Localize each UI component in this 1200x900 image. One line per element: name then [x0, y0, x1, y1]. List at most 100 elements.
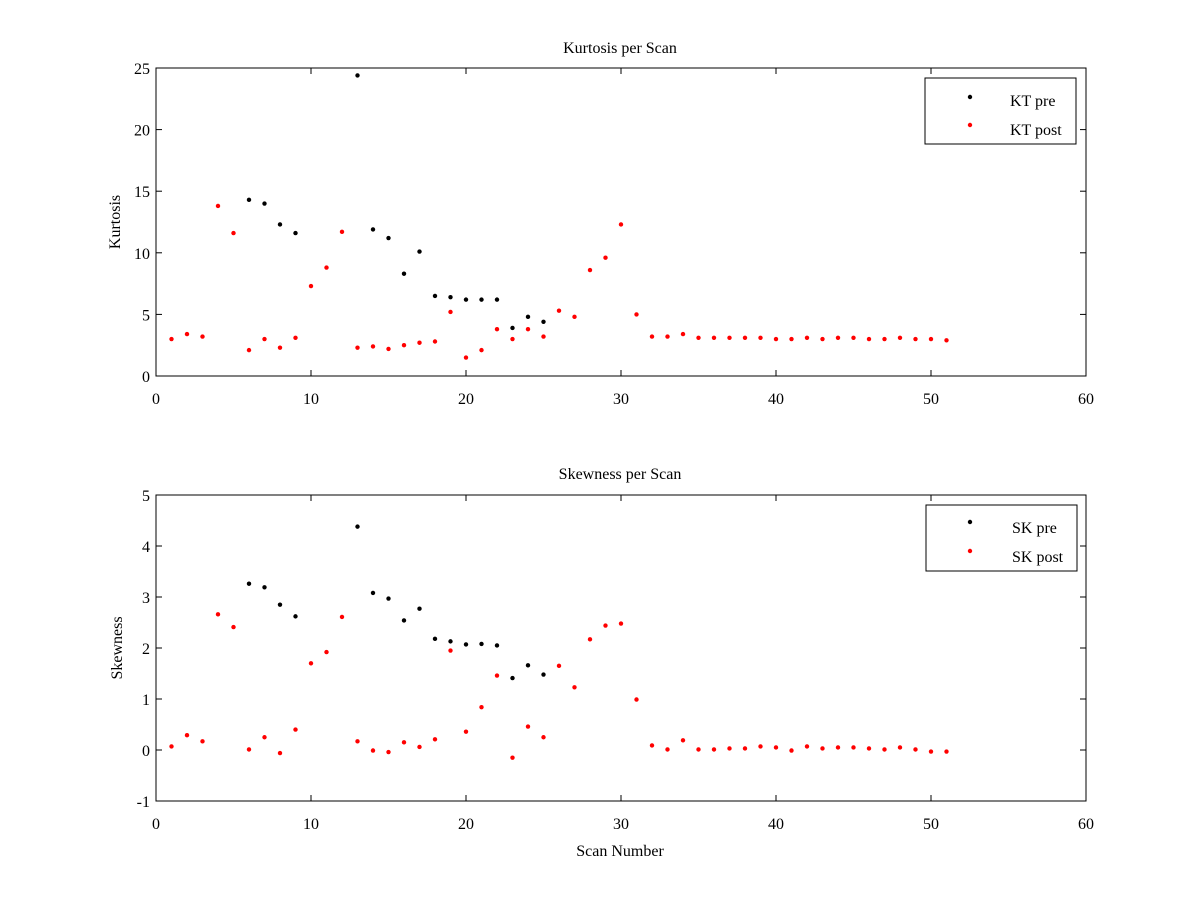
kurtosis-y-tick-label: 5 [142, 307, 150, 324]
data-point-sk-post [696, 747, 701, 752]
kurtosis-plot-title: Kurtosis per Scan [563, 40, 677, 57]
data-point-sk-pre [541, 672, 546, 677]
data-point-kt-pre [293, 230, 298, 236]
data-point-kt-post [324, 265, 329, 270]
kurtosis-legend-box [924, 77, 1077, 145]
data-point-sk-post [324, 649, 329, 655]
data-point-sk-post [541, 735, 546, 740]
data-point-sk-pre [479, 641, 484, 647]
skewness-y-tick-label: 0 [142, 743, 150, 760]
data-point-kt-post [680, 331, 686, 337]
legend-marker-kt-post [967, 122, 973, 128]
skewness-y-tick-label: 1 [142, 692, 150, 709]
data-point-kt-post [603, 255, 608, 260]
skewness-x-tick-label: 60 [1078, 816, 1094, 833]
data-point-sk-pre [277, 602, 283, 607]
data-point-kt-post [293, 335, 298, 341]
kurtosis-y-tick-label: 20 [134, 123, 150, 140]
skewness-x-tick-label: 0 [152, 816, 160, 833]
kurtosis-axes-box [155, 67, 1087, 377]
skewness-y-tick-label: 2 [142, 641, 150, 658]
data-point-sk-post [262, 735, 267, 740]
data-point-kt-post [339, 229, 345, 235]
data-point-kt-post [696, 335, 701, 341]
kurtosis-y-tick-label: 0 [142, 369, 150, 386]
data-point-kt-post [541, 334, 546, 339]
data-point-kt-post [308, 283, 314, 289]
data-point-kt-pre [370, 227, 376, 232]
data-point-kt-post [525, 326, 531, 332]
data-point-sk-post [649, 743, 655, 748]
data-point-kt-post [866, 336, 872, 342]
kurtosis-x-tick-label: 10 [303, 391, 319, 408]
data-point-sk-post [603, 623, 608, 628]
data-point-sk-post [339, 614, 345, 620]
data-point-kt-post [913, 336, 918, 342]
data-point-kt-post [711, 335, 717, 341]
kurtosis-y-tick-label: 25 [134, 61, 150, 78]
data-point-kt-post [401, 343, 407, 348]
data-point-kt-post [820, 336, 825, 342]
data-point-sk-post [897, 745, 903, 750]
data-point-sk-post [928, 749, 934, 754]
data-point-sk-pre [432, 636, 438, 642]
data-point-kt-post [215, 203, 221, 209]
data-point-kt-post [665, 334, 670, 339]
data-point-sk-post [277, 750, 283, 756]
data-point-kt-post [417, 340, 422, 345]
skewness-plot: Skewness per Scan Skewness Scan Number 0… [109, 466, 1094, 860]
data-point-kt-post [882, 336, 887, 342]
skewness-y-tick-label: -1 [137, 794, 150, 811]
data-point-sk-post [882, 747, 887, 752]
data-point-kt-pre [479, 297, 484, 302]
kurtosis-x-tick-label: 30 [613, 391, 629, 408]
data-point-sk-pre [386, 596, 391, 601]
kurtosis-x-tick-label: 0 [152, 391, 160, 408]
skewness-x-axis-label: Scan Number [576, 843, 664, 860]
kurtosis-x-tick-label: 20 [458, 391, 474, 408]
data-point-kt-pre [417, 249, 422, 254]
data-point-sk-post [789, 748, 794, 753]
data-point-sk-post [618, 621, 624, 626]
data-point-sk-pre [463, 642, 469, 647]
data-point-kt-post [262, 336, 267, 342]
data-point-sk-post [308, 661, 314, 666]
data-point-sk-post [401, 740, 407, 745]
data-point-kt-post [169, 336, 174, 342]
data-point-kt-post [200, 334, 205, 339]
data-point-kt-pre [541, 319, 546, 324]
legend-label-sk-pre: SK pre [1012, 520, 1057, 537]
data-point-kt-post [773, 336, 779, 342]
data-point-sk-pre [401, 618, 407, 623]
kurtosis-x-tick-label: 60 [1078, 391, 1094, 408]
skewness-y-tick-label: 5 [142, 488, 150, 505]
data-point-sk-post [820, 746, 825, 751]
data-point-kt-post [634, 312, 639, 317]
data-point-kt-post [804, 335, 810, 341]
data-point-kt-post [928, 336, 934, 342]
data-point-kt-pre [401, 271, 407, 276]
legend-marker-sk-pre [967, 519, 973, 525]
data-point-sk-post [355, 739, 360, 744]
data-point-sk-pre [494, 643, 500, 648]
skewness-x-tick-label: 30 [613, 816, 629, 833]
data-point-kt-pre [386, 235, 391, 241]
data-point-kt-pre [525, 314, 531, 320]
data-point-sk-post [773, 745, 779, 750]
data-point-sk-post [804, 744, 810, 749]
data-point-kt-post [789, 336, 794, 342]
data-point-sk-post [665, 747, 670, 752]
data-point-kt-post [448, 309, 453, 315]
data-point-sk-post [556, 663, 562, 669]
data-point-kt-post [370, 344, 376, 349]
data-point-kt-post [758, 335, 763, 341]
skewness-x-tick-label: 20 [458, 816, 474, 833]
skewness-legend: SK pre SK post [925, 504, 1078, 572]
data-point-sk-post [758, 744, 763, 749]
data-point-sk-post [866, 746, 872, 751]
data-point-sk-post [572, 685, 577, 690]
data-point-sk-post [587, 637, 593, 642]
data-point-sk-pre [525, 663, 531, 668]
data-point-kt-pre [463, 297, 469, 302]
data-point-sk-post [169, 744, 174, 749]
